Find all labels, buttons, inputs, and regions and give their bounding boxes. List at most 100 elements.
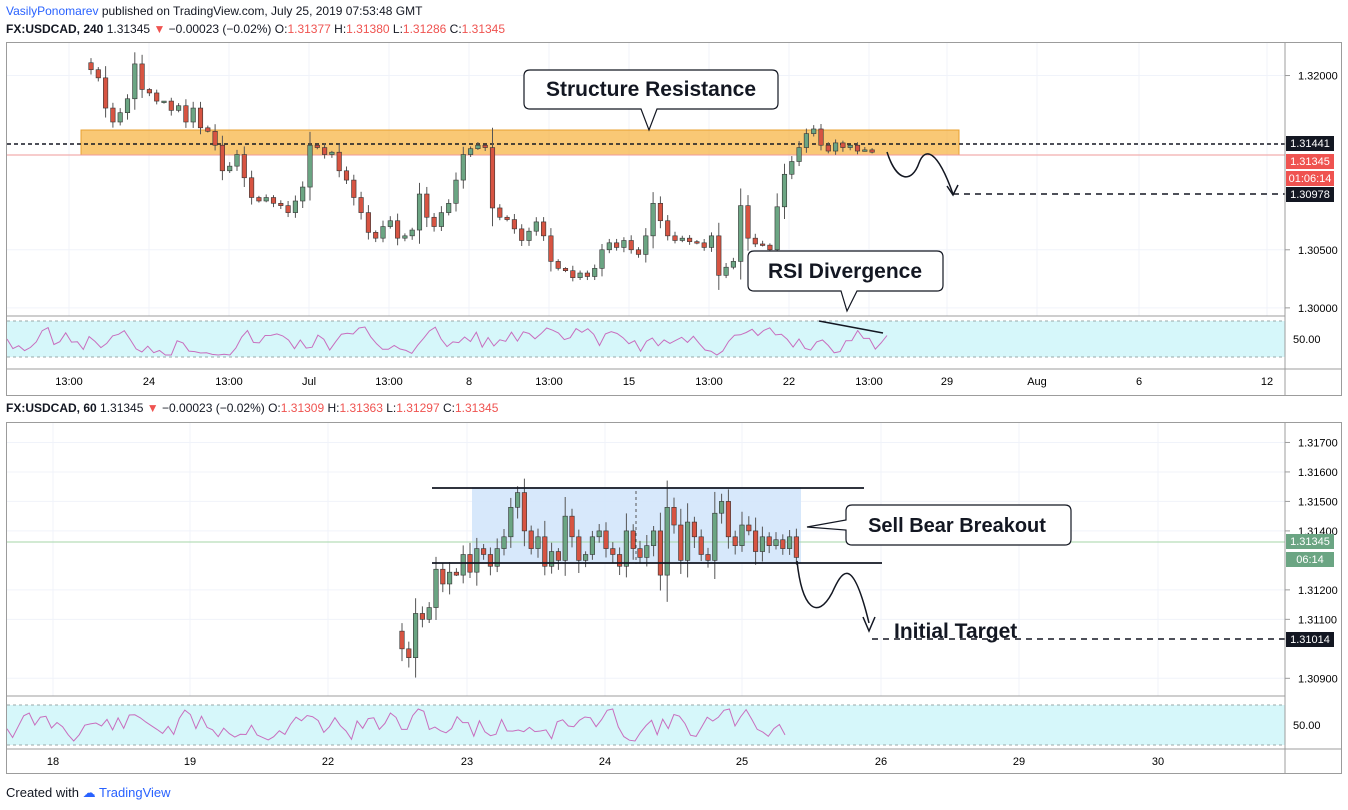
candle	[672, 231, 678, 244]
chart2-open: 1.31309	[280, 401, 325, 415]
candle	[212, 124, 218, 151]
x-tick-label: 12	[1261, 376, 1273, 388]
x-tick-label: Aug	[1027, 376, 1047, 388]
x-tick-label: 18	[47, 756, 59, 768]
candle	[526, 227, 532, 246]
chart2-panel[interactable]: Sell Bear Breakout Initial Target 50.00 …	[6, 422, 1342, 774]
x-tick-label: 23	[461, 756, 473, 768]
candle	[487, 547, 493, 576]
candle	[373, 230, 379, 243]
chart2-symbol[interactable]: FX:USDCAD, 60	[6, 401, 97, 415]
candle	[854, 142, 861, 155]
candle	[110, 102, 116, 128]
candle	[716, 222, 722, 290]
candle	[730, 257, 736, 270]
candle	[504, 215, 510, 222]
candle	[467, 542, 473, 578]
structure-resistance-callout: Structure Resistance	[523, 69, 779, 132]
candle	[606, 238, 612, 254]
down-arrow-icon: ▼	[146, 401, 159, 415]
candle	[205, 125, 211, 133]
y-tick-label: 1.30900	[1298, 673, 1338, 685]
candle	[533, 217, 539, 236]
chart1-svg[interactable]: Structure Resistance RSI Divergence 50.0…	[6, 43, 1341, 395]
candle	[249, 170, 255, 205]
candle	[840, 140, 846, 152]
footer: Created with ☁ TradingView	[6, 785, 171, 801]
candle	[759, 526, 765, 562]
chart1-low: 1.31286	[402, 22, 447, 36]
chart1-high: 1.31380	[346, 22, 390, 36]
chart1-legend: FX:USDCAD, 240 1.31345 ▼ −0.00023 (−0.02…	[6, 22, 505, 36]
x-tick-label: 24	[143, 376, 155, 388]
candle	[453, 172, 459, 212]
chart2-svg[interactable]: Sell Bear Breakout Initial Target 50.00 …	[6, 423, 1341, 773]
candle	[691, 516, 697, 548]
rsi-divergence-label: RSI Divergence	[768, 260, 922, 283]
candle	[643, 228, 649, 263]
candle	[426, 602, 432, 623]
candle	[511, 214, 517, 234]
candle	[460, 146, 466, 189]
y-tick-label: 1.30000	[1298, 303, 1338, 315]
candle	[219, 135, 225, 181]
candle	[803, 128, 809, 153]
rsi-divergence-callout: RSI Divergence	[747, 250, 944, 313]
x-tick-label: 13:00	[535, 376, 563, 388]
candle	[712, 491, 718, 580]
x-tick-label: 19	[184, 756, 196, 768]
sell-bear-breakout-callout: Sell Bear Breakout	[806, 504, 1072, 546]
candle	[501, 528, 507, 556]
chart2-legend: FX:USDCAD, 60 1.31345 ▼ −0.00023 (−0.02%…	[6, 401, 498, 415]
candle	[395, 213, 401, 246]
candle	[508, 497, 514, 548]
candle	[753, 517, 759, 565]
candle	[440, 562, 446, 593]
candle	[489, 127, 496, 227]
candle	[535, 528, 541, 558]
chart1-c-label: C:	[449, 22, 462, 36]
candle	[760, 240, 766, 247]
chart2-target-price-label: 1.31014	[1290, 634, 1330, 646]
chart2-countdown-label: 06:14	[1296, 554, 1324, 566]
candle	[431, 213, 437, 232]
chart1-symbol[interactable]: FX:USDCAD, 240	[6, 22, 104, 36]
chart1-l-label: L:	[392, 22, 403, 36]
candle	[789, 156, 795, 180]
candle	[637, 540, 643, 564]
x-tick-label: 13:00	[695, 376, 723, 388]
candle	[132, 52, 138, 110]
candle	[168, 97, 174, 116]
candle	[569, 508, 575, 548]
candle	[103, 66, 109, 118]
chart1-price: 1.31345	[106, 22, 151, 36]
candle	[862, 147, 868, 152]
y-tick-label: 1.32000	[1298, 71, 1338, 83]
candle	[447, 562, 453, 595]
candle	[365, 205, 371, 240]
candle	[630, 524, 636, 560]
author-link[interactable]: VasilyPonomarev	[6, 4, 99, 18]
chart2-c-label: C:	[442, 401, 455, 415]
candle	[460, 545, 466, 584]
candle	[766, 532, 772, 554]
candle	[285, 201, 291, 218]
y-tick-label: 1.31100	[1298, 614, 1337, 626]
candle	[599, 244, 605, 277]
candle	[424, 186, 430, 228]
down-arrow-icon: ▼	[153, 22, 166, 36]
tradingview-brand[interactable]: TradingView	[99, 785, 171, 800]
candle	[548, 228, 554, 272]
chart1-target-price-label: 1.30978	[1290, 189, 1330, 201]
candle	[603, 522, 609, 558]
candle	[584, 270, 590, 281]
candle	[773, 532, 779, 550]
rsi2-axis-label: 50.00	[1293, 720, 1321, 732]
candle	[664, 480, 670, 602]
x-tick-label: 13:00	[55, 376, 83, 388]
tradingview-logo-icon[interactable]: ☁	[82, 785, 96, 800]
chart1-panel[interactable]: Structure Resistance RSI Divergence 50.0…	[6, 42, 1342, 396]
candle	[497, 204, 503, 221]
candle	[671, 497, 677, 534]
chart2-l-label: L:	[386, 401, 397, 415]
